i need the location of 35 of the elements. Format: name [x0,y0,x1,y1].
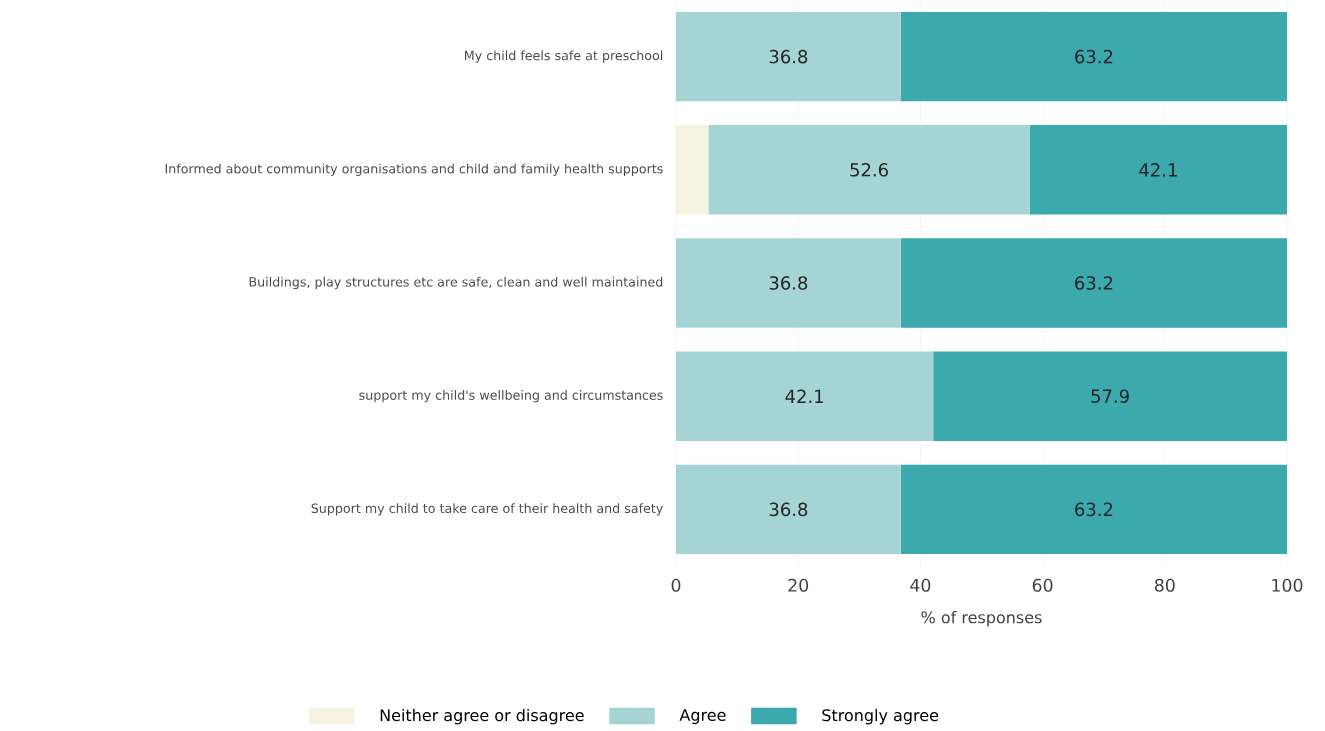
x-tick-label: 0 [671,578,681,592]
y-tick-label: Support my child to take care of their health and safety [311,503,663,516]
legend-label: Agree [679,709,726,725]
bar [676,464,901,555]
data-label: 36.8 [769,49,808,64]
x-tick-label: 40 [910,578,931,592]
x-tick-label: 60 [1032,578,1053,592]
x-tick-label: 80 [1154,578,1175,592]
x-tick-label: 20 [788,578,809,592]
data-label: 57.9 [1091,389,1129,403]
legend-label: Neither agree or disagree [380,708,584,725]
bar [708,125,1030,215]
legend-label: Strongly agree [822,708,939,725]
data-label: 36.8 [769,502,808,517]
y-tick-label: support my child's wellbeing and circumstances [359,390,663,403]
bar [676,11,901,102]
bar [676,351,934,441]
data-label: 63.2 [1075,276,1113,290]
bar [933,351,1287,441]
bar [1029,125,1287,215]
data-label: 63.2 [1075,502,1113,517]
x-axis-title: % of responses [921,610,1042,627]
data-label: 36.8 [769,276,808,290]
x-tick-label: 100 [1272,578,1303,592]
data-label: 63.2 [1075,49,1113,64]
bar [900,238,1287,328]
y-tick-label: Informed about community organisations and child and family health supports [165,163,663,176]
y-tick-label: My child feels safe at preschool [465,50,663,63]
bar [900,11,1287,102]
y-tick-label: Buildings, play structures etc are safe, clean and well maintained [249,276,663,290]
data-label: 52.6 [850,162,888,177]
data-label: 42.1 [1139,163,1177,177]
bar [900,464,1287,555]
bar [676,238,901,328]
data-label: 42.1 [785,389,823,403]
